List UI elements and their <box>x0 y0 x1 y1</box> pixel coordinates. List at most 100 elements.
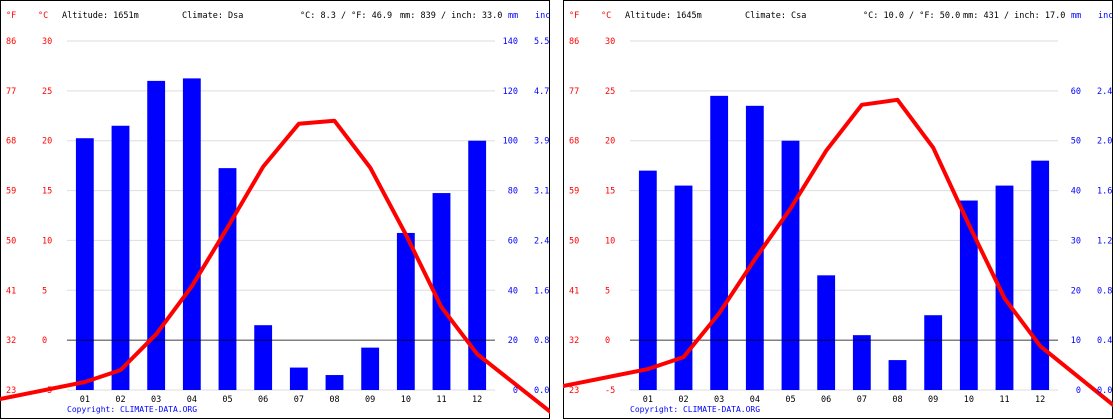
mm-tick: 60 <box>1071 87 1081 97</box>
inch-tick: 0.0 <box>1097 386 1112 396</box>
month-label: 09 <box>928 395 938 405</box>
celsius-tick: 15 <box>42 187 52 197</box>
celsius-tick: -5 <box>605 386 615 396</box>
mm-tick: 40 <box>508 286 518 296</box>
celsius-tick: 15 <box>605 187 615 197</box>
inch-tick: 1.2 <box>1097 236 1112 246</box>
celsius-tick: 5 <box>42 286 47 296</box>
celsius-tick: 20 <box>42 137 52 147</box>
unit-c-label: °C <box>601 11 611 21</box>
month-label: 12 <box>1035 395 1045 405</box>
unit-f-label: °F <box>6 11 16 21</box>
mm-tick: 50 <box>1071 137 1081 147</box>
celsius-tick: 10 <box>42 236 52 246</box>
month-label: 08 <box>892 395 902 405</box>
month-label: 11 <box>999 395 1009 405</box>
precipitation-bar <box>710 95 729 390</box>
inch-tick: 0.8 <box>534 336 549 346</box>
inch-tick: 2.4 <box>1097 87 1112 97</box>
month-label: 04 <box>187 395 197 405</box>
fahrenheit-tick: 77 <box>569 87 579 97</box>
mm-tick: 20 <box>1071 286 1081 296</box>
precipitation-bar <box>111 125 130 390</box>
precipitation-bar <box>959 200 978 390</box>
fahrenheit-tick: 50 <box>6 236 16 246</box>
mm-tick: 120 <box>503 87 518 97</box>
unit-inch-label: inch <box>1098 11 1113 21</box>
precipitation-bar <box>674 185 693 390</box>
month-label: 11 <box>436 395 446 405</box>
climate-chart-2: 01 02 03 04 05 06 07 08 09 10 11 12 23 -5 32 0 41 5 50 10 59… <box>563 0 1113 419</box>
celsius-tick: 30 <box>605 37 615 47</box>
precipitation-bar <box>1031 160 1050 390</box>
copyright-label: Copyright: CLIMATE-DATA.ORG <box>67 405 197 414</box>
fahrenheit-tick: 50 <box>569 236 579 246</box>
month-label: 04 <box>750 395 760 405</box>
month-label: 03 <box>714 395 724 405</box>
precipitation-bar <box>361 347 380 390</box>
celsius-tick: -5 <box>42 386 52 396</box>
mm-tick: 60 <box>508 236 518 246</box>
celsius-tick: 25 <box>42 87 52 97</box>
celsius-tick: 10 <box>605 236 615 246</box>
precipitation-bar <box>289 367 308 390</box>
fahrenheit-tick: 59 <box>569 187 579 197</box>
mm-tick: 40 <box>1071 187 1081 197</box>
mm-tick: 80 <box>508 187 518 197</box>
celsius-tick: 5 <box>605 286 610 296</box>
precipitation-bar <box>254 325 273 390</box>
month-label: 03 <box>151 395 161 405</box>
month-label: 09 <box>365 395 375 405</box>
climate-label: Climate: Dsa <box>182 11 243 21</box>
precipitation-total-label: mm: 839 / inch: 33.0 <box>400 11 502 21</box>
unit-mm-label: mm <box>1071 11 1081 21</box>
unit-inch-label: inch <box>535 11 550 21</box>
month-label: 08 <box>329 395 339 405</box>
altitude-label: Altitude: 1651m <box>62 11 139 21</box>
fahrenheit-tick: 32 <box>6 336 16 346</box>
fahrenheit-tick: 68 <box>569 137 579 147</box>
month-label: 10 <box>401 395 411 405</box>
precipitation-bar <box>924 315 943 390</box>
celsius-tick: 25 <box>605 87 615 97</box>
month-label: 06 <box>258 395 268 405</box>
month-label: 05 <box>222 395 232 405</box>
precipitation-bar <box>325 375 344 390</box>
month-label: 07 <box>857 395 867 405</box>
temperature-average-label: °C: 10.0 / °F: 50.0 <box>863 11 960 21</box>
month-label: 02 <box>678 395 688 405</box>
inch-tick: 2.0 <box>1097 137 1112 147</box>
fahrenheit-tick: 41 <box>569 286 579 296</box>
precipitation-bar <box>781 140 800 390</box>
month-label: 02 <box>115 395 125 405</box>
inch-tick: 2.4 <box>534 236 549 246</box>
mm-tick: 0 <box>513 386 518 396</box>
precipitation-bar <box>995 185 1014 390</box>
precipitation-total-label: mm: 431 / inch: 17.0 <box>963 11 1065 21</box>
fahrenheit-tick: 41 <box>6 286 16 296</box>
precipitation-bar <box>888 360 907 390</box>
precipitation-bar <box>817 275 836 390</box>
fahrenheit-tick: 77 <box>6 87 16 97</box>
inch-tick: 3.1 <box>534 187 549 197</box>
fahrenheit-tick: 23 <box>569 386 579 396</box>
climate-label: Climate: Csa <box>745 11 806 21</box>
inch-tick: 0.8 <box>1097 286 1112 296</box>
mm-tick: 30 <box>1071 236 1081 246</box>
inch-tick: 4.7 <box>534 87 549 97</box>
mm-tick: 0 <box>1076 386 1081 396</box>
temperature-average-label: °C: 8.3 / °F: 46.9 <box>300 11 392 21</box>
celsius-tick: 20 <box>605 137 615 147</box>
month-label: 05 <box>785 395 795 405</box>
fahrenheit-tick: 23 <box>6 386 16 396</box>
fahrenheit-tick: 68 <box>6 137 16 147</box>
month-label: 07 <box>294 395 304 405</box>
precipitation-bar <box>432 193 451 390</box>
month-label: 01 <box>643 395 653 405</box>
unit-mm-label: mm <box>508 11 518 21</box>
altitude-label: Altitude: 1645m <box>625 11 702 21</box>
mm-tick: 20 <box>508 336 518 346</box>
celsius-tick: 0 <box>42 336 47 346</box>
precipitation-bar <box>218 168 237 390</box>
